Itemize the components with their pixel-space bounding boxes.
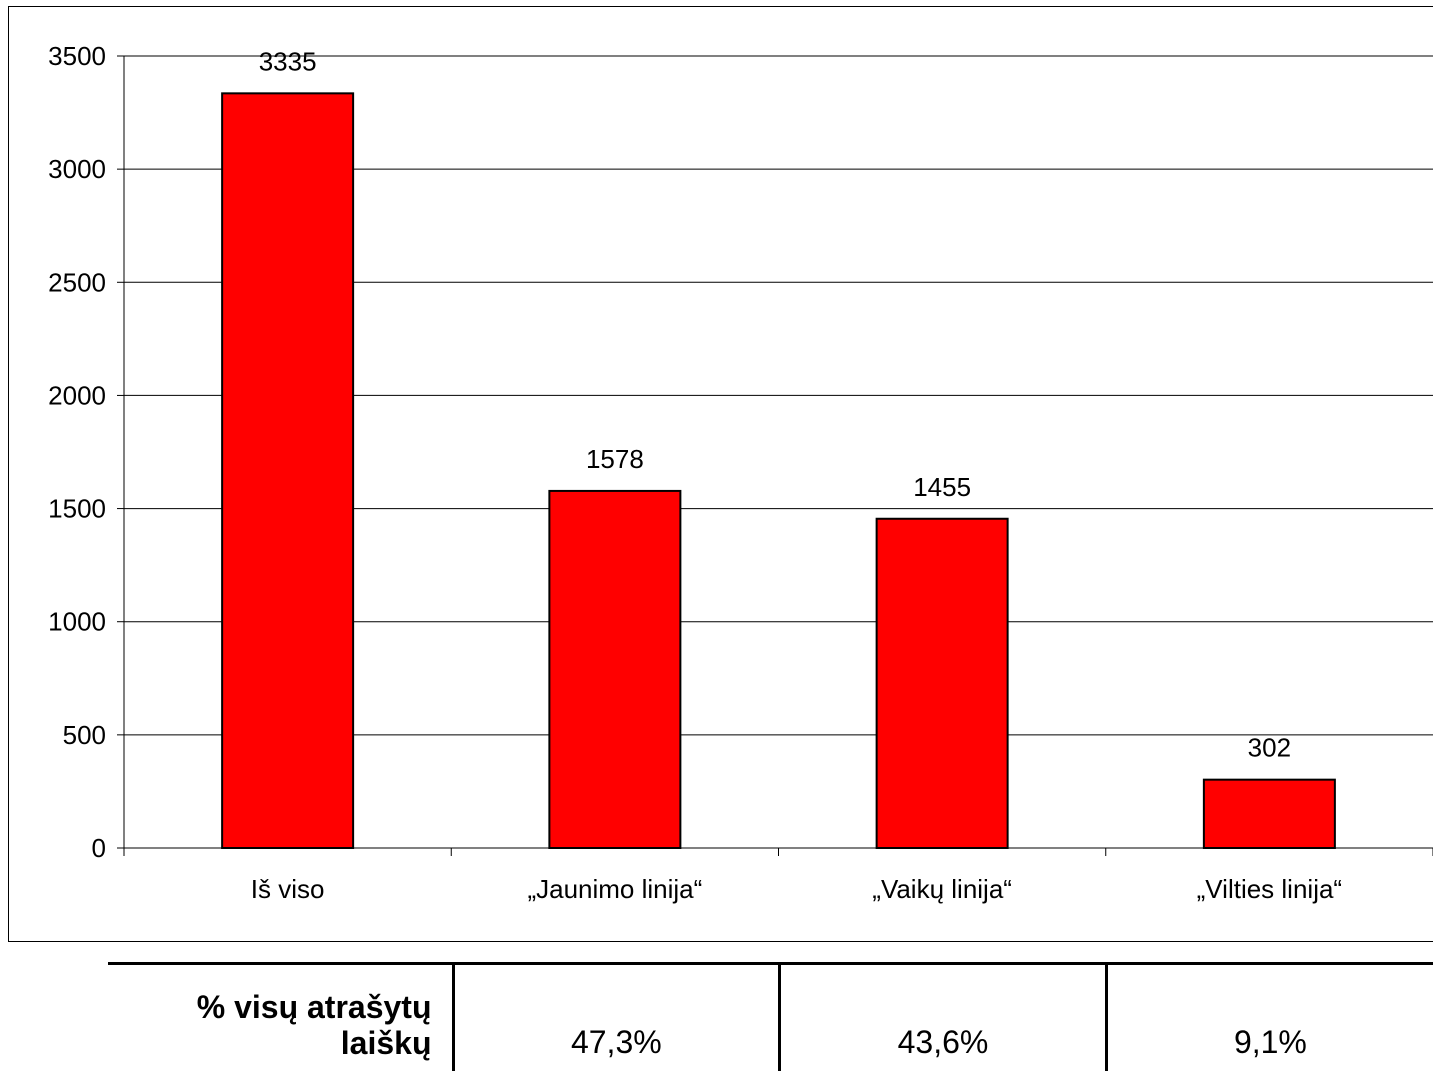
bar	[222, 93, 353, 848]
y-tick-label: 500	[63, 720, 106, 750]
x-tick-label: „Jaunimo linija“	[527, 874, 702, 904]
bar	[877, 519, 1008, 848]
x-tick-label: Iš viso	[251, 874, 325, 904]
data-label: 1455	[913, 472, 971, 502]
summary-row-header: % visų atrašytų laiškų	[108, 964, 453, 1071]
y-tick-label: 2500	[48, 267, 106, 297]
x-tick-labels: Iš viso „Jaunimo linija“ „Vaikų linija“ „Vi…	[251, 874, 1342, 904]
summary-cell-jaunimo: 47,3%	[453, 964, 780, 1071]
summary-cell-vilties: 9,1%	[1106, 964, 1433, 1071]
summary-row: % visų atrašytų laiškų 47,3% 43,6% 9,1%	[108, 964, 1433, 1071]
x-tick-label: „Vilties linija“	[1197, 874, 1342, 904]
y-tick-label: 3000	[48, 154, 106, 184]
y-tick-label: 3500	[48, 41, 106, 71]
summary-table: % visų atrašytų laiškų 47,3% 43,6% 9,1%	[108, 962, 1433, 1071]
bar	[549, 491, 680, 848]
bar	[1204, 780, 1335, 848]
y-tick-label: 1500	[48, 494, 106, 524]
y-tick-label: 2000	[48, 380, 106, 410]
y-tick-label: 0	[92, 833, 106, 863]
data-labels: 3335 1578 1455 302	[259, 46, 1291, 762]
data-label: 302	[1248, 733, 1291, 763]
x-tick-label: „Vaikų linija“	[872, 874, 1012, 904]
data-label: 1578	[586, 444, 644, 474]
data-label: 3335	[259, 46, 317, 76]
y-tick-label: 1000	[48, 607, 106, 637]
summary-cell-vaiku: 43,6%	[780, 964, 1107, 1071]
y-tick-labels: 0 500 1000 1500 2000 2500 3000 3500	[48, 41, 106, 863]
bar-chart: 0 500 1000 1500 2000 2500 3000 3500 Iš viso „Jau…	[0, 0, 1433, 950]
